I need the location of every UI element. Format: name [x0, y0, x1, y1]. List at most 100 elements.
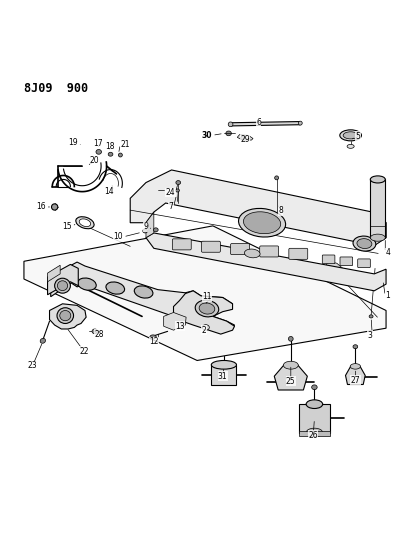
Bar [298, 404, 329, 432]
Polygon shape [47, 265, 60, 282]
Text: 9: 9 [143, 222, 148, 231]
Text: 30: 30 [201, 131, 211, 140]
Text: 17: 17 [93, 139, 103, 148]
Text: 11: 11 [202, 292, 211, 301]
Ellipse shape [118, 153, 122, 157]
Text: 27: 27 [350, 376, 359, 385]
Text: 1: 1 [384, 292, 389, 301]
Ellipse shape [76, 217, 94, 229]
Polygon shape [373, 213, 385, 246]
Ellipse shape [199, 303, 214, 314]
Ellipse shape [96, 150, 101, 154]
Ellipse shape [52, 204, 58, 210]
Ellipse shape [54, 278, 70, 293]
Polygon shape [173, 291, 234, 334]
Ellipse shape [175, 181, 180, 184]
Polygon shape [47, 264, 78, 295]
Text: 10: 10 [113, 232, 123, 241]
Polygon shape [274, 365, 307, 390]
Ellipse shape [368, 315, 372, 318]
Ellipse shape [57, 281, 67, 290]
FancyBboxPatch shape [357, 259, 369, 268]
Text: 19: 19 [68, 138, 78, 147]
FancyBboxPatch shape [339, 257, 352, 265]
Ellipse shape [274, 176, 278, 180]
Ellipse shape [342, 132, 357, 139]
Text: 14: 14 [104, 187, 113, 196]
Bar [369, 180, 384, 238]
FancyBboxPatch shape [259, 246, 278, 257]
Ellipse shape [202, 325, 209, 330]
Ellipse shape [153, 228, 158, 232]
Text: 24: 24 [166, 188, 175, 197]
Ellipse shape [57, 308, 73, 324]
Ellipse shape [298, 121, 301, 125]
Ellipse shape [106, 282, 124, 294]
Polygon shape [146, 233, 385, 291]
Text: 22: 22 [79, 346, 88, 356]
Ellipse shape [349, 364, 360, 369]
Text: 13: 13 [175, 322, 184, 331]
Text: 6: 6 [256, 118, 261, 127]
Text: 31: 31 [217, 372, 227, 381]
Ellipse shape [150, 335, 156, 339]
Ellipse shape [369, 234, 384, 241]
Polygon shape [163, 312, 186, 330]
Polygon shape [146, 212, 153, 238]
Ellipse shape [244, 249, 259, 258]
Polygon shape [345, 366, 364, 384]
Ellipse shape [240, 136, 244, 140]
Bar [211, 365, 236, 385]
FancyBboxPatch shape [288, 248, 307, 260]
Ellipse shape [238, 208, 285, 237]
Bar [298, 431, 329, 437]
Text: 15: 15 [62, 222, 72, 231]
Ellipse shape [92, 329, 97, 334]
FancyBboxPatch shape [201, 241, 220, 252]
Text: 20: 20 [90, 156, 99, 165]
Ellipse shape [195, 300, 218, 317]
Ellipse shape [77, 278, 96, 290]
Ellipse shape [283, 361, 298, 369]
Text: 12: 12 [149, 337, 158, 346]
Text: 18: 18 [105, 142, 114, 151]
Polygon shape [230, 122, 299, 126]
FancyBboxPatch shape [230, 244, 249, 255]
Ellipse shape [40, 338, 45, 343]
Text: 25: 25 [285, 377, 295, 386]
Ellipse shape [211, 360, 236, 369]
Polygon shape [51, 262, 234, 333]
Ellipse shape [142, 229, 147, 233]
Ellipse shape [352, 236, 375, 251]
Text: 2: 2 [201, 326, 206, 335]
Polygon shape [326, 261, 342, 272]
Text: 8J09  900: 8J09 900 [24, 82, 88, 95]
Polygon shape [237, 134, 252, 140]
Ellipse shape [243, 212, 280, 233]
Text: 3: 3 [366, 331, 371, 340]
Polygon shape [49, 304, 86, 329]
Ellipse shape [356, 239, 371, 248]
Ellipse shape [311, 385, 317, 390]
Text: 21: 21 [120, 140, 130, 149]
Text: 16: 16 [36, 203, 45, 212]
Ellipse shape [225, 131, 231, 136]
Text: 29: 29 [240, 135, 249, 144]
Ellipse shape [369, 176, 384, 183]
Ellipse shape [306, 428, 322, 437]
Ellipse shape [352, 345, 357, 349]
Text: 4: 4 [384, 248, 389, 257]
Polygon shape [130, 170, 385, 246]
Ellipse shape [175, 189, 179, 192]
Ellipse shape [339, 130, 361, 141]
Ellipse shape [134, 286, 153, 298]
Ellipse shape [60, 311, 71, 321]
Text: 23: 23 [28, 361, 37, 370]
Polygon shape [24, 226, 385, 360]
Ellipse shape [79, 219, 90, 227]
Text: 5: 5 [355, 132, 360, 141]
Ellipse shape [108, 152, 112, 156]
Text: 26: 26 [308, 431, 317, 440]
Text: 8: 8 [277, 206, 282, 215]
Ellipse shape [306, 400, 322, 408]
